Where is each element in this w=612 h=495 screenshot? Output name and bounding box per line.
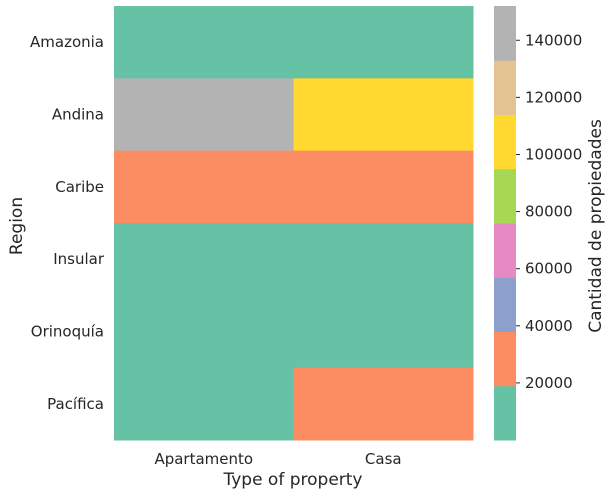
- colorbar-tick-80000: 80000: [525, 203, 573, 221]
- y-tick-pacifica: Pacífica: [47, 395, 104, 413]
- colorbar-segment-8: [494, 6, 516, 61]
- colorbar-segment-6: [494, 114, 516, 170]
- y-tick-caribe: Caribe: [55, 178, 104, 196]
- colorbar-segment-4: [494, 223, 516, 278]
- cell-amazonia-apartamento: [114, 6, 294, 79]
- colorbar-tick-120000: 120000: [525, 88, 582, 106]
- colorbar-tick-40000: 40000: [525, 317, 573, 335]
- cell-pacifica-casa: [293, 367, 474, 441]
- cell-caribe-apartamento: [114, 150, 294, 224]
- colorbar-label: Cantidad de propiedades: [586, 119, 606, 333]
- y-tick-labels: Amazonia Andina Caribe Insular Orinoquía Pací…: [30, 33, 105, 413]
- colorbar-segment-2: [494, 331, 516, 387]
- colorbar-tick-100000: 100000: [525, 145, 582, 163]
- cell-orinoquia-casa: [293, 295, 474, 369]
- cell-orinoquia-apartamento: [114, 295, 294, 369]
- colorbar-tick-60000: 60000: [525, 260, 573, 278]
- y-tick-insular: Insular: [53, 250, 105, 268]
- cell-pacifica-apartamento: [114, 367, 294, 441]
- colorbar: [494, 6, 516, 441]
- y-axis-label: Region: [7, 197, 27, 255]
- heatmap-cells: [114, 6, 474, 441]
- x-tick-casa: Casa: [365, 450, 402, 468]
- cell-insular-casa: [293, 223, 474, 296]
- colorbar-segment-1: [494, 385, 516, 441]
- y-tick-amazonia: Amazonia: [30, 33, 104, 51]
- colorbar-segment-7: [494, 60, 516, 115]
- colorbar-segment-5: [494, 168, 516, 224]
- colorbar-ticks: 20000 40000 60000 80000 100000 120000 140000: [516, 31, 582, 392]
- cell-andina-apartamento: [114, 78, 294, 152]
- cell-andina-casa: [293, 78, 474, 152]
- y-tick-andina: Andina: [52, 106, 104, 124]
- x-axis-label: Type of property: [222, 470, 362, 490]
- colorbar-tick-140000: 140000: [525, 31, 582, 49]
- cell-caribe-casa: [293, 150, 474, 224]
- cell-insular-apartamento: [114, 223, 294, 296]
- colorbar-segment-3: [494, 277, 516, 332]
- y-tick-orinoquia: Orinoquía: [31, 323, 104, 341]
- colorbar-tick-20000: 20000: [525, 374, 573, 392]
- x-tick-apartamento: Apartamento: [154, 450, 253, 468]
- cell-amazonia-casa: [293, 6, 474, 79]
- x-tick-labels: Apartamento Casa: [154, 450, 401, 468]
